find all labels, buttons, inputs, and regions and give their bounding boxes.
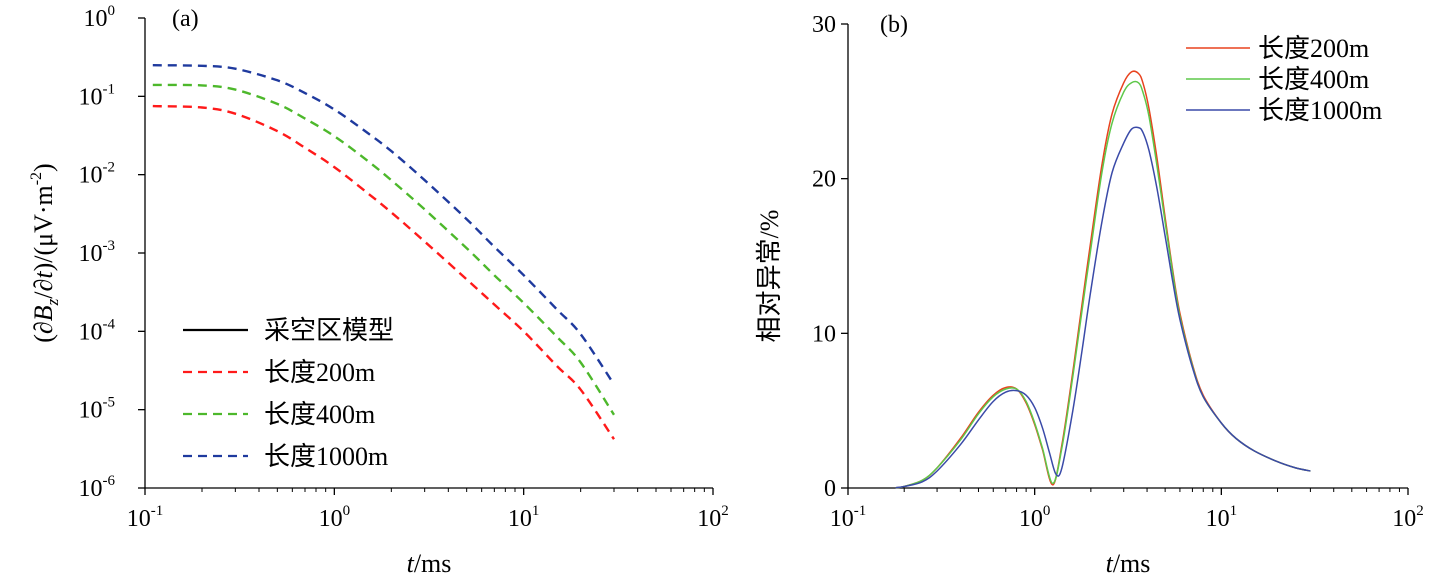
y-tick-label-a: 10-6	[79, 473, 116, 502]
y-tick-label-b: 30	[812, 12, 836, 38]
legend-label-b-2: 长度1000m	[1258, 96, 1382, 125]
y-axis-title-b: 相对异常/%	[755, 210, 784, 343]
x-axis-title-a: t/ms	[407, 549, 452, 578]
y-tick-label-a: 10-5	[79, 395, 116, 424]
panel-label-a: (a)	[172, 6, 199, 32]
y-tick-label-b: 0	[824, 476, 836, 502]
series-line-a-2	[152, 83, 616, 416]
x-tick-label-a: 101	[508, 503, 540, 532]
x-tick-label-b: 10-1	[830, 503, 867, 532]
legend-label-b-0: 长度200m	[1258, 34, 1369, 63]
series-line-b-2	[895, 126, 1311, 489]
y-tick-label-a: 10-4	[79, 316, 116, 345]
y-axis-title-a: (∂Bz/∂t)/(μV·m-2)	[28, 163, 62, 342]
x-tick-label-b: 100	[1019, 503, 1051, 532]
chart-panel-a: 10-1 100 101 102 100 10-1 10-2 10-3 10-4 10-5 10-6…	[28, 3, 729, 578]
series-line-b-0	[895, 70, 1311, 489]
legend-label-b-1: 长度400m	[1258, 65, 1369, 94]
legend-label-a-0: 采空区模型	[264, 316, 394, 345]
panel-label-b: (b)	[880, 12, 908, 38]
x-tick-label-b: 101	[1206, 503, 1238, 532]
x-tick-label-b: 102	[1392, 503, 1424, 532]
x-tick-label-a: 102	[697, 503, 729, 532]
y-tick-label-b: 10	[812, 321, 836, 347]
y-tick-label-a: 100	[84, 3, 116, 32]
x-tick-label-a: 100	[319, 503, 351, 532]
x-axis-title-b: t/ms	[1106, 549, 1151, 578]
legend-label-a-2: 长度400m	[264, 400, 375, 429]
legend-label-a-3: 长度1000m	[264, 442, 388, 471]
y-tick-label-a: 10-2	[79, 160, 116, 189]
series-line-b-1	[895, 80, 1311, 489]
legend-label-a-1: 长度200m	[264, 358, 375, 387]
y-tick-label-b: 20	[812, 167, 836, 193]
series-line-a-1	[152, 104, 615, 440]
y-tick-label-a: 10-3	[79, 238, 116, 267]
x-tick-label-a: 10-1	[127, 503, 164, 532]
series-line-a-3	[152, 64, 615, 386]
y-tick-label-a: 10-1	[79, 81, 116, 110]
